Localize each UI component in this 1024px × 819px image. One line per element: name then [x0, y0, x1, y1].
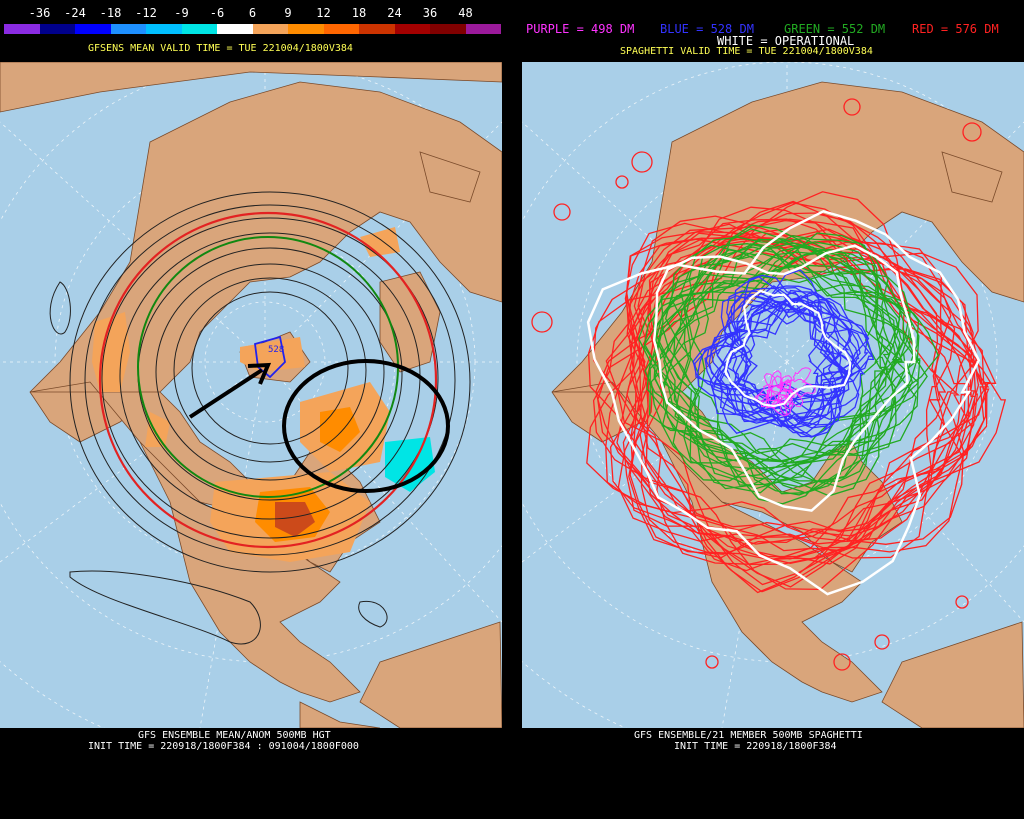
colorbar-labels: -36 -24 -18 -12 -9 -6 6 9 12 18 24 36 48: [0, 6, 502, 20]
annotation-circle: [282, 359, 450, 493]
spaghetti-line: [716, 292, 843, 438]
spaghetti-line: [586, 209, 981, 596]
spaghetti-line: [727, 293, 869, 429]
colorbar-label: -6: [209, 6, 225, 20]
colorbar-label: -12: [135, 6, 157, 20]
spaghetti-line: [643, 245, 892, 497]
colorbar-swatch: [217, 24, 253, 34]
colorbar-swatch: [465, 24, 501, 34]
spaghetti-circle: [962, 122, 982, 142]
mean-footer-title: GFS ENSEMBLE MEAN/ANOM 500MB HGT: [138, 730, 331, 741]
spaghetti-line: [587, 212, 956, 559]
spaghetti-line: [628, 206, 977, 559]
legend-purple: PURPLE = 498 DM: [526, 22, 635, 36]
legend-green: GREEN = 552 DM: [784, 22, 886, 36]
spaghetti-line: [767, 375, 795, 410]
spaghetti-line: [661, 253, 920, 494]
spaghetti-line: [652, 244, 916, 512]
annotation-arrow: [188, 362, 272, 419]
colorbar-swatch: [75, 24, 111, 34]
spaghetti-line: [665, 246, 922, 478]
spaghetti-line: [616, 215, 971, 572]
colorbar-swatch: [288, 24, 324, 34]
spaghetti-circle: [843, 98, 861, 116]
ensemble-mean-panel: -36 -24 -18 -12 -9 -6 6 9 12 18 24 36 48 GFSENS MEAN…: [0, 0, 502, 819]
colorbar-label: 48: [458, 6, 473, 20]
colorbar-label: 9: [284, 6, 292, 20]
spaghetti-circle: [705, 655, 719, 669]
mean-footer-init: INIT TIME = 220918/1800F384 : 091004/180…: [88, 741, 359, 752]
blue-528-contour: [254, 335, 286, 379]
spaghetti-circle: [553, 203, 571, 221]
spaghetti-line: [640, 235, 1007, 565]
spaghetti-line: [704, 292, 846, 420]
spaghetti-line: [692, 297, 833, 423]
mean-anomaly-map: 528: [0, 62, 502, 728]
legend-red: RED = 576 DM: [912, 22, 999, 36]
colorbar-label: -9: [174, 6, 189, 20]
colorbar-label: -36: [28, 6, 51, 20]
spaghetti-contours: [531, 98, 1007, 671]
spaghetti-circle: [955, 595, 969, 609]
spaghetti-line: [605, 191, 966, 543]
spaghetti-circle: [833, 653, 851, 671]
spaghetti-line: [778, 367, 816, 398]
spaghetti-line: [710, 298, 852, 429]
spaghetti-line: [662, 232, 913, 482]
legend-blue: BLUE = 528 DM: [660, 22, 754, 36]
colorbar-label: 36: [422, 6, 438, 20]
spaghetti-circle: [531, 311, 553, 333]
spaghetti-valid-time-header: SPAGHETTI VALID TIME = TUE 221004/1800V3…: [620, 46, 873, 57]
spaghetti-line: [721, 299, 866, 434]
spaghetti-line: [708, 276, 848, 418]
mean-valid-time-header: GFSENS MEAN VALID TIME = TUE 221004/1800…: [88, 43, 353, 54]
colorbar-swatch: [110, 24, 146, 34]
spaghetti-line: [654, 235, 917, 464]
spaghetti-panel: PURPLE = 498 DM BLUE = 528 DM GREEN = 55…: [522, 0, 1024, 819]
spaghetti-circle: [615, 175, 629, 189]
spaghetti-line: [597, 228, 964, 558]
spaghetti-circle: [631, 151, 653, 173]
colorbar-label: -24: [64, 6, 86, 20]
spaghetti-line: [586, 213, 972, 552]
spaghetti-circle: [874, 634, 890, 650]
colorbar-swatch: [323, 24, 359, 34]
colorbar-swatch: [394, 24, 430, 34]
spaghetti-line: [626, 223, 974, 594]
colorbar-label: 18: [351, 6, 367, 20]
colorbar-swatch: [146, 24, 182, 34]
spaghetti-line: [724, 289, 852, 408]
colorbar-swatch: [181, 24, 217, 34]
anomaly-colorbar: [4, 24, 501, 34]
colorbar-label: 24: [387, 6, 402, 20]
colorbar-label: 12: [316, 6, 331, 20]
colorbar-swatch: [252, 24, 288, 34]
colorbar-swatch: [359, 24, 395, 34]
legend-white: WHITE = OPERATIONAL: [717, 34, 855, 48]
colorbar-swatch: [39, 24, 75, 34]
spaghetti-line: [626, 231, 990, 564]
spaghetti-line: [592, 241, 946, 591]
spaghetti-line: [628, 238, 979, 588]
colorbar-label: -18: [99, 6, 122, 20]
spaghetti-line: [765, 378, 793, 416]
contour-label: 528: [268, 345, 284, 355]
spaghetti-line: [637, 251, 901, 482]
spaghetti-line: [730, 295, 874, 430]
colorbar-label: 6: [248, 6, 257, 20]
spaghetti-line: [617, 218, 988, 545]
spaghetti-line: [650, 238, 919, 463]
spaghetti-line: [754, 385, 789, 417]
spaghetti-line: [629, 232, 976, 593]
spaghetti-footer-title: GFS ENSEMBLE/21 MEMBER 500MB SPAGHETTI: [634, 730, 863, 741]
spaghetti-map: [522, 62, 1024, 728]
colorbar-swatch: [430, 24, 466, 34]
red-576-contour: [98, 211, 438, 549]
spaghetti-footer-init: INIT TIME = 220918/1800F384: [674, 741, 837, 752]
spaghetti-line: [726, 297, 860, 434]
spaghetti-line: [680, 242, 940, 470]
colorbar-swatch: [4, 24, 40, 34]
height-contours: [49, 191, 471, 645]
